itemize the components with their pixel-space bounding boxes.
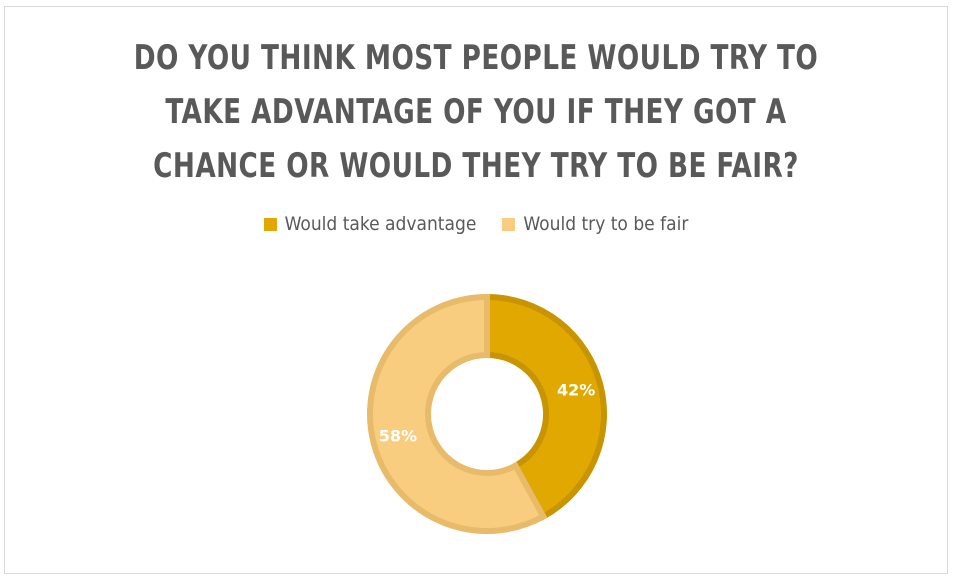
chart-title-line-3: CHANCE OR WOULD THEY TRY TO BE FAIR? [153,146,799,186]
data-label-take-advantage: 42% [557,381,595,400]
chart-title: DO YOU THINK MOST PEOPLE WOULD TRY TO TA… [71,31,881,193]
data-label-fair: 58% [379,426,417,445]
legend-swatch-take-advantage [263,217,277,231]
chart-area: DO YOU THINK MOST PEOPLE WOULD TRY TO TA… [4,6,948,574]
donut-chart: 42% 58% [367,293,607,534]
slice-take-advantage [484,293,607,521]
legend-label-take-advantage: Would take advantage [284,213,477,235]
chart-title-line-1: DO YOU THINK MOST PEOPLE WOULD TRY TO [133,38,819,78]
slice-fair [367,293,548,534]
chart-legend: Would take advantage Would try to be fai… [5,213,947,235]
chart-title-line-2: TAKE ADVANTAGE OF YOU IF THEY GOT A [165,92,787,132]
legend-item-fair: Would try to be fair [502,213,688,235]
legend-label-fair: Would try to be fair [523,213,689,235]
legend-item-take-advantage: Would take advantage [263,213,477,235]
legend-swatch-fair [502,217,516,231]
